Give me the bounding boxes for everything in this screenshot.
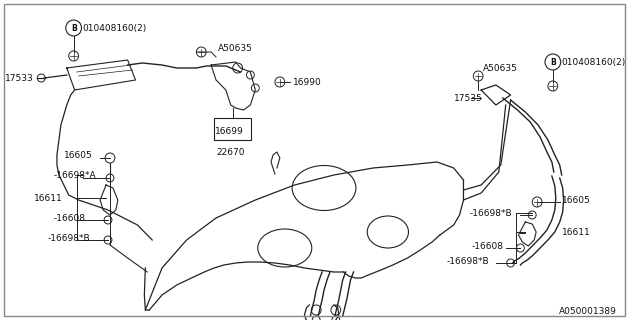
Text: A50635: A50635 [483,63,518,73]
Text: 16990: 16990 [292,77,321,86]
Circle shape [312,316,320,320]
Circle shape [548,81,557,91]
Circle shape [196,47,206,57]
Text: B: B [71,23,77,33]
Circle shape [233,63,243,73]
Text: -16698*A: -16698*A [54,171,97,180]
Text: -16608: -16608 [54,213,86,222]
Circle shape [105,153,115,163]
Circle shape [104,216,112,224]
Bar [214,118,252,140]
Text: 17535: 17535 [454,93,483,102]
Circle shape [311,305,321,315]
Text: 16605: 16605 [64,150,93,159]
Text: 16611: 16611 [562,228,591,236]
Text: 16699: 16699 [215,126,244,135]
Text: 010408160(2): 010408160(2) [562,58,626,67]
Text: -16698*B: -16698*B [47,234,90,243]
Circle shape [545,54,561,70]
Text: B: B [550,58,556,67]
Text: -16698*B: -16698*B [447,257,490,266]
Circle shape [528,211,536,219]
Text: -16698*B: -16698*B [469,209,512,218]
Text: 010408160(2): 010408160(2) [83,23,147,33]
Text: 22670: 22670 [216,148,244,156]
Text: -16608: -16608 [471,242,503,251]
Circle shape [246,71,254,79]
Circle shape [332,316,340,320]
Circle shape [516,244,524,252]
Text: 16611: 16611 [35,194,63,203]
Circle shape [252,84,259,92]
Circle shape [331,305,340,315]
Circle shape [104,236,112,244]
Circle shape [275,77,285,87]
Circle shape [68,51,79,61]
Text: A050001389: A050001389 [559,307,617,316]
Circle shape [66,20,81,36]
Circle shape [37,74,45,82]
Circle shape [106,174,114,182]
Text: 16605: 16605 [562,196,591,204]
Circle shape [532,197,542,207]
Circle shape [507,259,515,267]
Circle shape [474,71,483,81]
Text: A50635: A50635 [218,44,253,52]
Text: 17533: 17533 [5,74,34,83]
